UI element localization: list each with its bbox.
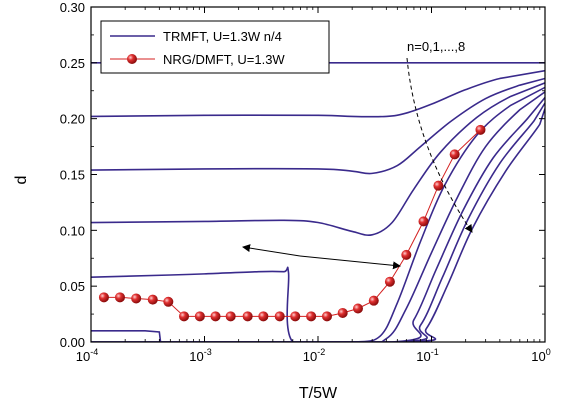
- nrg-dmft-point: [274, 311, 285, 322]
- nrg-dmft-point: [225, 311, 236, 322]
- legend-box: [100, 20, 330, 74]
- annotation-dashed-arrow: [406, 57, 473, 233]
- x-tick-label: 100: [531, 347, 550, 364]
- y-tick-label: 0.20: [60, 112, 85, 127]
- legend-label-nrg: NRG/DMFT, U=1.3W: [163, 52, 285, 67]
- y-tick-label: 0.10: [60, 223, 85, 238]
- axes: 10-4 10-3 10-2 10-1 100 0.00 0.05 0.10 0.15 0.20 0…: [60, 0, 551, 364]
- nrg-dmft-point: [163, 296, 174, 307]
- trmft-line-n6: [91, 96, 545, 342]
- nrg-dmft-point: [433, 180, 444, 191]
- nrg-dmft-point: [210, 311, 221, 322]
- legend-label-trmft: TRMFT, U=1.3W n/4: [163, 29, 282, 44]
- nrg-dmft-point: [98, 292, 109, 303]
- x-tick-label: 10-4: [76, 347, 98, 364]
- x-tick-label: 10-1: [416, 347, 438, 364]
- annotation-arrow-left: [242, 244, 301, 257]
- nrg-dmft-point: [352, 303, 363, 314]
- nrg-dmft-point: [258, 311, 269, 322]
- nrg-dmft-point: [384, 276, 395, 287]
- nrg-dmft-point: [194, 311, 205, 322]
- y-tick-label: 0.30: [60, 0, 85, 15]
- nrg-dmft-point: [418, 216, 429, 227]
- nrg-dmft-point: [114, 292, 125, 303]
- nrg-dmft-point: [321, 311, 332, 322]
- legend-marker-nrg: [127, 54, 137, 64]
- nrg-dmft-point: [290, 311, 301, 322]
- trmft-line-n1: [91, 69, 545, 118]
- legend: TRMFT, U=1.3W n/4 NRG/DMFT, U=1.3W: [100, 20, 330, 74]
- nrg-dmft-point: [401, 249, 412, 260]
- y-tick-label: 0.25: [60, 56, 85, 71]
- nrg-dmft-point: [337, 307, 348, 318]
- trmft-line-n8: [91, 108, 545, 342]
- y-tick-label: 0.00: [60, 335, 85, 350]
- nrg-dmft-point: [475, 124, 486, 135]
- y-tick-label: 0.15: [60, 168, 85, 183]
- plot-area: [91, 62, 545, 342]
- nrg-dmft-point: [131, 293, 142, 304]
- nrg-dmft-point: [179, 311, 190, 322]
- y-tick-label: 0.05: [60, 279, 85, 294]
- trmft-line-n3: [91, 82, 545, 236]
- trmft-line-n7: [91, 102, 545, 342]
- nrg-dmft-point: [306, 311, 317, 322]
- nrg-dmft-point: [368, 295, 379, 306]
- trmft-line-n2: [91, 77, 545, 175]
- x-tick-label: 10-2: [303, 347, 325, 364]
- annotation-arrow-right: [299, 255, 401, 270]
- nrg-dmft-point: [449, 149, 460, 160]
- x-axis-title: T/5W: [299, 385, 338, 402]
- x-tick-label: 10-3: [189, 347, 211, 364]
- nrg-dmft-point: [242, 311, 253, 322]
- nrg-dmft-point: [147, 294, 158, 305]
- annotation-n-range: n=0,1,...,8: [407, 39, 465, 54]
- y-axis-title: d: [13, 176, 30, 185]
